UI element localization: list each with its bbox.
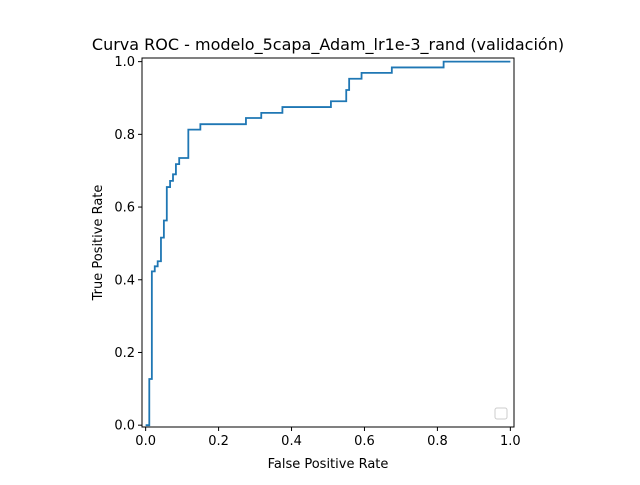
x-tick-label: 1.0	[500, 434, 521, 449]
x-tick-label: 0.6	[354, 434, 375, 449]
x-tick-label: 0.0	[135, 434, 156, 449]
y-axis-ticks: 0.0 0.2 0.4 0.6 0.8 1.0	[114, 55, 142, 434]
legend-box	[494, 407, 508, 420]
y-axis-label: True Positive Rate	[91, 185, 106, 302]
series-layer	[145, 60, 511, 427]
chart-title: Curva ROC - modelo_5capa_Adam_lr1e-3_ran…	[92, 35, 564, 55]
y-tick-label: 0.4	[114, 273, 135, 288]
y-tick-label: 0.0	[114, 419, 135, 434]
roc-curve-line	[145, 60, 511, 427]
x-axis-ticks: 0.0 0.2 0.4 0.6 0.8 1.0	[135, 427, 521, 449]
x-tick-label: 0.8	[427, 434, 448, 449]
x-axis-label: False Positive Rate	[268, 457, 389, 472]
x-tick-label: 0.4	[281, 434, 302, 449]
y-tick-label: 0.2	[114, 346, 135, 361]
y-tick-label: 0.8	[114, 128, 135, 143]
y-tick-label: 1.0	[114, 55, 135, 70]
plot-frame	[141, 57, 515, 428]
y-tick-label: 0.6	[114, 201, 135, 216]
x-tick-label: 0.2	[208, 434, 229, 449]
